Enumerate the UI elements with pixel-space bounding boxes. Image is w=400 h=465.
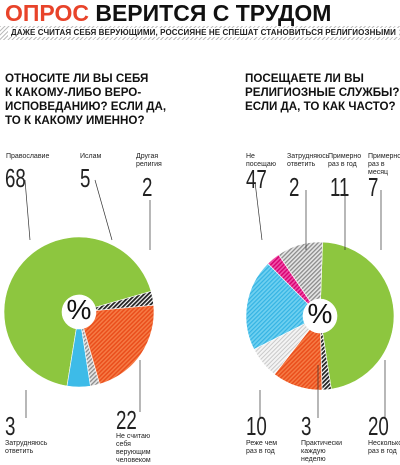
pie-1-center-symbol: % xyxy=(67,294,92,325)
slice-value: 10 xyxy=(246,411,267,441)
slice-value: 7 xyxy=(368,172,379,202)
slice-value: 20 xyxy=(368,411,389,441)
leader-line xyxy=(94,179,113,241)
title-text: ВЕРИТСЯ С ТРУДОМ xyxy=(95,0,332,26)
question-2-line: ЕСЛИ ДА, ТО КАК ЧАСТО? xyxy=(245,100,396,113)
slice-label: Практически каждую неделю xyxy=(301,440,343,463)
leader-line xyxy=(24,179,31,241)
slice-value: 22 xyxy=(116,405,137,435)
slice-label: Не посещаю xyxy=(246,153,276,168)
subtitle: ДАЖЕ СЧИТАЯ СЕБЯ ВЕРУЮЩИМИ, РОССИЯНЕ НЕ … xyxy=(8,28,400,37)
slice-value: 5 xyxy=(80,163,91,193)
slice-value: 2 xyxy=(142,172,153,202)
slice-label: Не считаю себя верующим человеком xyxy=(116,433,151,464)
slice-value: 3 xyxy=(301,411,312,441)
slice-label: Затрудняюсь ответить xyxy=(5,440,48,455)
pie-2-center-hole xyxy=(303,299,337,333)
slice-label: Примерно раз в год xyxy=(328,153,362,168)
question-1-line: ОТНОСИТЕ ЛИ ВЫ СЕБЯ xyxy=(5,72,149,85)
pie-layer xyxy=(3,236,395,391)
page-title: ОПРОС ВЕРИТСЯ С ТРУДОМ xyxy=(5,0,331,26)
question-2-line: ПОСЕЩАЕТЕ ЛИ ВЫ xyxy=(245,72,364,85)
slice-label: Несколько раз в год xyxy=(368,440,400,455)
title-keyword: ОПРОС xyxy=(5,0,89,26)
leader-line xyxy=(254,181,263,241)
slice-label: Примерно раз в месяц xyxy=(368,153,400,176)
slice-label: Ислам xyxy=(80,153,102,160)
slice-label: Реже чем раз в год xyxy=(246,440,278,455)
slice-value: 68 xyxy=(5,163,26,193)
slice-value: 47 xyxy=(246,164,267,194)
slice-value: 2 xyxy=(289,172,300,202)
question-2: ПОСЕЩАЕТЕ ЛИ ВЫ РЕЛИГИОЗНЫЕ СЛУЖБЫ? ЕСЛИ… xyxy=(245,72,399,114)
slice-label: Затрудняюсь ответить xyxy=(287,153,330,168)
question-1: ОТНОСИТЕ ЛИ ВЫ СЕБЯ К КАКОМУ-ЛИБО ВЕРО- … xyxy=(5,72,166,128)
slice-value: 3 xyxy=(5,411,16,441)
leader-lines xyxy=(24,179,386,418)
pie-2-center-symbol: % xyxy=(308,298,333,329)
question-1-line: ИСПОВЕДАНИЮ? ЕСЛИ ДА, xyxy=(5,100,167,113)
slice-label: Православие xyxy=(6,153,50,160)
question-2-line: РЕЛИГИОЗНЫЕ СЛУЖБЫ? xyxy=(245,86,400,99)
pie-1-center-hole xyxy=(62,295,96,329)
slice-value: 11 xyxy=(330,172,350,202)
slice-label: Другая религия xyxy=(136,153,162,168)
question-1-line: ТО К КАКОМУ ИМЕННО? xyxy=(5,114,145,127)
question-1-line: К КАКОМУ-ЛИБО ВЕРО- xyxy=(5,86,142,99)
